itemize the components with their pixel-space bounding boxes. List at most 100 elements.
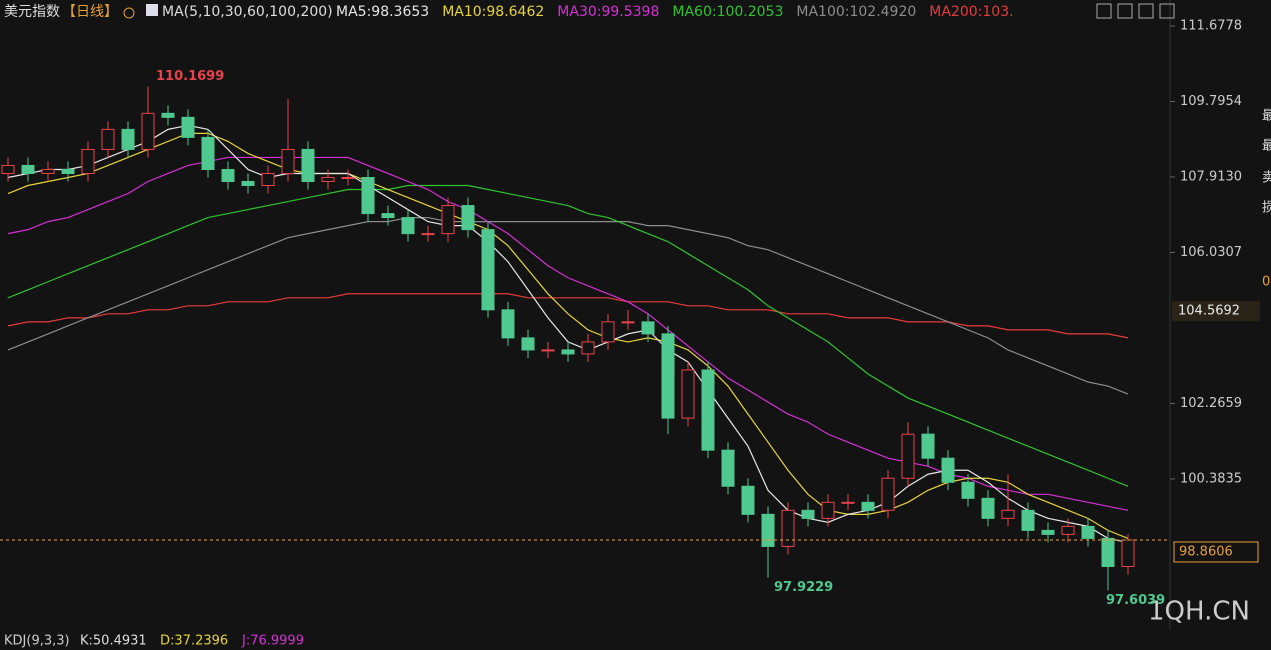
candle-body — [781, 509, 795, 547]
candle-body — [101, 128, 115, 150]
candle-body — [241, 181, 255, 187]
candle-body — [561, 349, 575, 355]
tool-button[interactable] — [1117, 3, 1133, 19]
candle-body — [81, 148, 95, 174]
candle-body — [581, 341, 595, 355]
candle-body — [41, 168, 55, 174]
candle-body — [721, 449, 735, 487]
candle-body — [621, 321, 635, 324]
ma-line — [7, 184, 1129, 487]
legend-entry: MA5:98.3653 — [336, 4, 429, 20]
toolbar — [1096, 3, 1175, 19]
candle-body — [381, 213, 395, 219]
y-tick-label: 100.3835 — [1180, 471, 1242, 486]
price-marker-label: 104.5692 — [1178, 304, 1240, 319]
icon[interactable] — [146, 4, 158, 16]
candle-body — [141, 112, 155, 150]
candle-body — [541, 349, 555, 352]
candle-body — [281, 148, 295, 174]
candle-body — [981, 497, 995, 519]
candle-body — [401, 217, 415, 235]
side-text: 最 — [1262, 109, 1271, 124]
kdj-d: D:37.2396 — [160, 634, 228, 649]
candle-body — [741, 485, 755, 515]
y-tick-label: 109.7954 — [1180, 94, 1242, 109]
y-tick-label: 106.0307 — [1180, 245, 1242, 260]
y-tick-label: 107.9130 — [1180, 169, 1242, 184]
candle-body — [181, 116, 195, 138]
ma-line — [7, 124, 1129, 544]
candle-body — [841, 501, 855, 504]
candle-body — [761, 513, 775, 547]
legend-entry: MA60:100.2053 — [672, 4, 783, 20]
side-text: 损 — [1262, 201, 1271, 216]
subtitle: 【日线】 — [62, 4, 118, 20]
side-text: 卖 — [1262, 171, 1271, 186]
candle-body — [681, 369, 695, 419]
price-marker — [1172, 301, 1260, 322]
last-price-label: 98.8606 — [1179, 544, 1233, 559]
candle-body — [121, 128, 135, 150]
candle-body — [1061, 525, 1075, 535]
legend-entry: MA10:98.6462 — [442, 4, 544, 20]
watermark: 1QH.CN — [1148, 597, 1250, 627]
legend-entry: MA200:103. — [929, 4, 1013, 20]
candle-body — [61, 168, 75, 174]
candle-body — [1121, 539, 1135, 567]
candle-body — [481, 229, 495, 311]
candle-body — [1081, 525, 1095, 539]
candle-body — [921, 433, 935, 459]
low-label: 97.9229 — [774, 580, 833, 595]
tool-button[interactable] — [1159, 3, 1175, 19]
indicator: MA(5,10,30,60,100,200) — [162, 4, 333, 20]
legend-entry: MA30:99.5398 — [557, 4, 659, 20]
y-tick-label: 111.6778 — [1180, 18, 1242, 33]
candle-body — [1101, 537, 1115, 567]
candle-body — [341, 176, 355, 179]
candle-body — [321, 176, 335, 183]
kdj-k: K:50.4931 — [80, 634, 147, 649]
candle-body — [461, 205, 475, 231]
candle-body — [901, 433, 915, 479]
candle-body — [441, 205, 455, 235]
candle-body — [881, 477, 895, 511]
kdj-label: KDJ(9,3,3) — [4, 634, 70, 649]
candle-body — [21, 164, 35, 174]
candle-body — [821, 501, 835, 519]
side-text: 最 — [1262, 139, 1271, 154]
candle-body — [201, 136, 215, 170]
candle-body — [421, 233, 435, 236]
candle-body — [361, 176, 375, 215]
low-label: 97.6039 — [1106, 593, 1165, 608]
ma-line — [7, 293, 1129, 339]
candle-body — [1021, 509, 1035, 531]
ma-line — [7, 216, 1129, 395]
icon[interactable] — [123, 7, 135, 19]
candle-body — [221, 168, 235, 183]
candle-body — [601, 321, 615, 343]
candle-body — [301, 148, 315, 183]
legend-entry: MA100:102.4920 — [796, 4, 916, 20]
candle-body — [641, 321, 655, 335]
candle-body — [161, 112, 175, 118]
tool-button[interactable] — [1138, 3, 1154, 19]
high-label: 110.1699 — [156, 69, 224, 84]
candle-body — [261, 172, 275, 187]
candle-body — [961, 481, 975, 499]
ma-line — [7, 132, 1129, 539]
candle-body — [661, 333, 675, 419]
chart-title: 美元指数 — [4, 4, 60, 20]
last-price-box — [1173, 541, 1259, 563]
candle-body — [701, 369, 715, 451]
candle-body — [941, 457, 955, 483]
candle-body — [861, 501, 875, 511]
tool-button[interactable] — [1096, 3, 1112, 19]
candle-body — [1, 164, 15, 174]
candle-body — [801, 509, 815, 519]
side-text: 0 — [1262, 275, 1270, 290]
candle-body — [521, 337, 535, 351]
candle-body — [1001, 509, 1015, 519]
